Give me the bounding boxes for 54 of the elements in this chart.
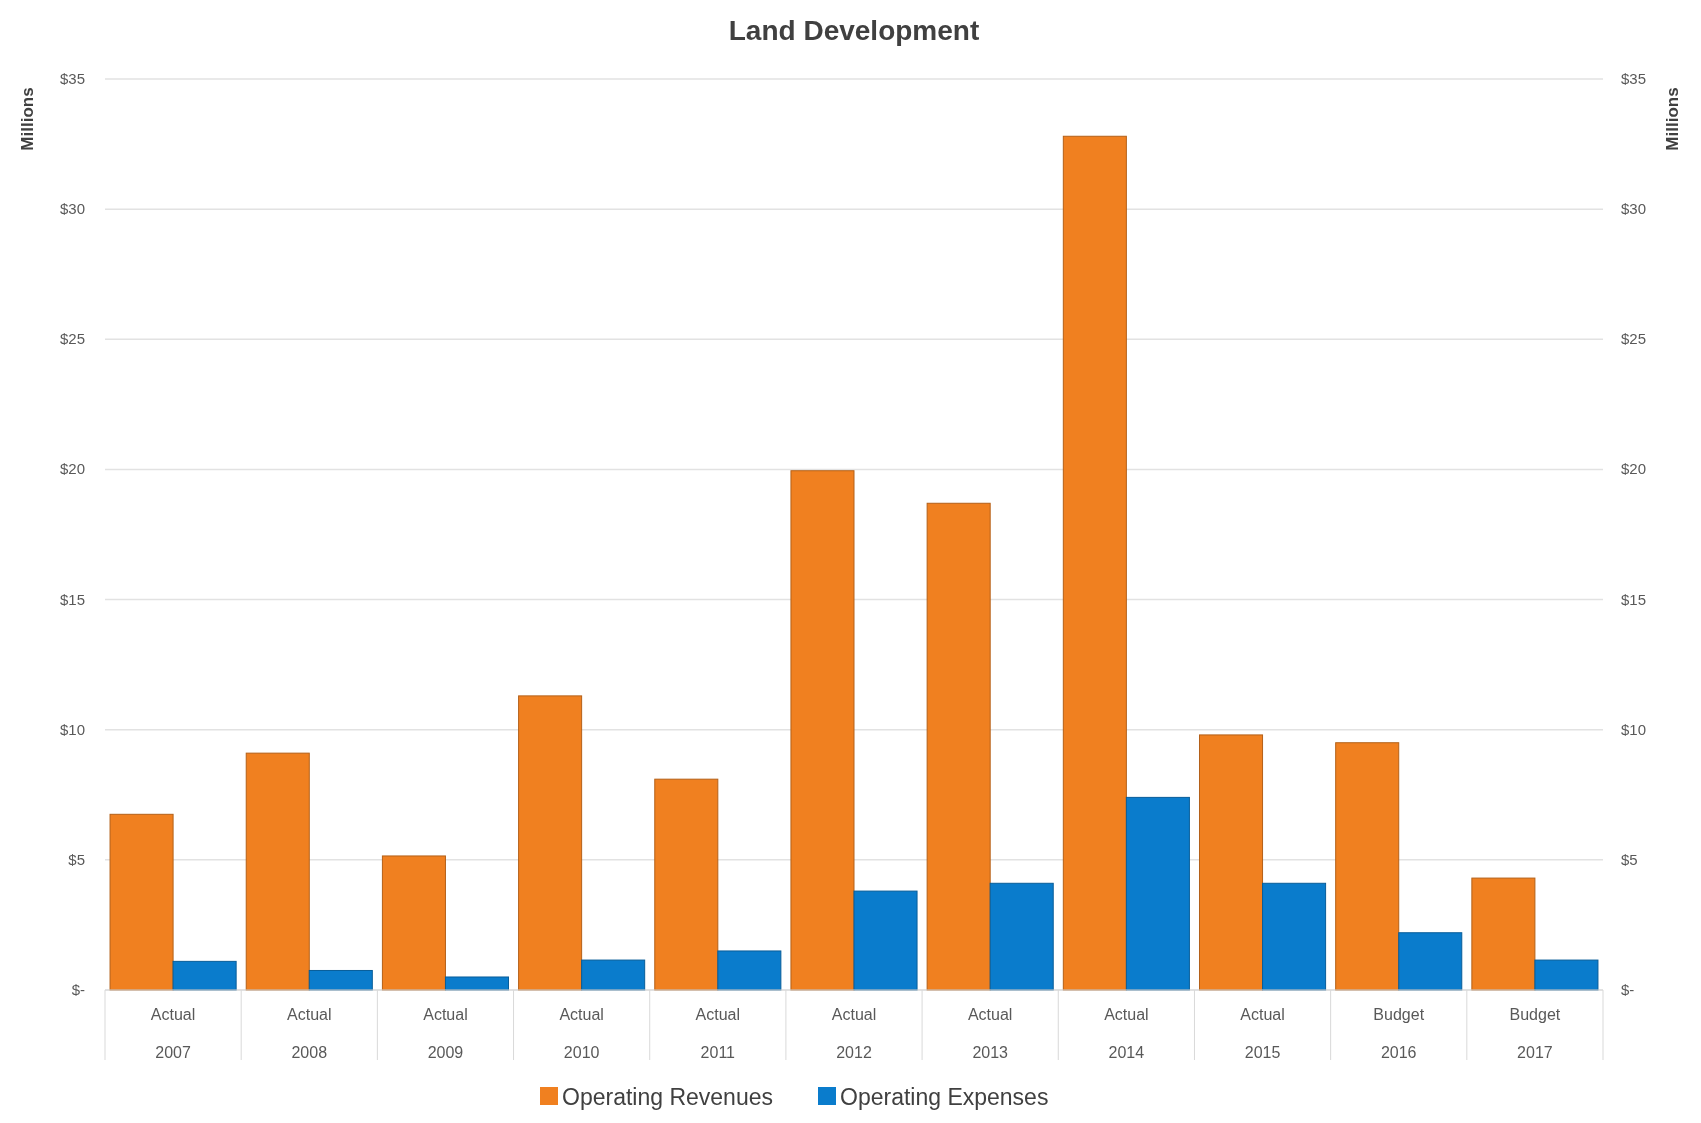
y-axis-title: Millions (18, 87, 37, 151)
bar (1534, 959, 1599, 991)
category-label: Actual 2011 (695, 1006, 741, 1061)
y-tick-label: $35 (59, 70, 85, 87)
bar (853, 890, 918, 991)
bar (581, 959, 646, 991)
bar (172, 960, 237, 991)
bar (926, 502, 991, 991)
y-tick-label: $- (71, 981, 85, 998)
y2-tick-label: $35 (1621, 70, 1647, 87)
category-label: Actual 2010 (559, 1006, 604, 1061)
y-tick-label: $20 (59, 460, 85, 478)
bar (1471, 877, 1536, 991)
chart-title: Land Development (728, 15, 980, 46)
y2-tick-label: $25 (1621, 330, 1647, 348)
category-label: Actual 2009 (423, 1006, 468, 1061)
category-label: Actual 2014 (1104, 1006, 1149, 1061)
category-label: Budget 2017 (1509, 1006, 1561, 1061)
y-tick-label: $25 (59, 330, 85, 348)
bar (308, 969, 373, 991)
bar (444, 976, 509, 991)
bar (1062, 135, 1127, 991)
bar (109, 813, 174, 991)
y-tick-label: $5 (68, 850, 85, 868)
bar (245, 752, 310, 991)
bar (518, 695, 583, 991)
y2-tick-label: $10 (1621, 720, 1647, 738)
y2-tick-label: $- (1621, 981, 1635, 998)
y-tick-label: $15 (59, 590, 85, 608)
y2-tick-label: $30 (1621, 200, 1647, 218)
y-tick-label: $30 (59, 200, 85, 218)
category-label: Actual 2013 (967, 1006, 1013, 1061)
bar (1125, 796, 1190, 991)
category-label: Actual 2008 (287, 1006, 332, 1061)
legend-label: Operating Expenses (840, 1084, 1049, 1110)
bar (1262, 882, 1327, 991)
bar (1199, 734, 1264, 991)
bar (989, 882, 1054, 991)
legend-label: Operating Revenues (562, 1084, 773, 1110)
category-label: Actual 2007 (150, 1006, 196, 1061)
category-label: Budget 2016 (1373, 1006, 1425, 1061)
y2-axis-title: Millions (1663, 87, 1682, 151)
bar (717, 950, 782, 991)
y2-tick-label: $5 (1621, 850, 1638, 868)
bar (381, 855, 446, 991)
y2-tick-label: $15 (1621, 590, 1647, 608)
category-label: Actual 2015 (1240, 1006, 1285, 1061)
bar (654, 778, 719, 991)
bar (1335, 742, 1400, 991)
category-label: Actual 2012 (831, 1006, 877, 1061)
bar (790, 470, 855, 991)
y2-tick-label: $20 (1621, 460, 1647, 478)
y-tick-label: $10 (59, 720, 85, 738)
bar (1398, 932, 1463, 991)
